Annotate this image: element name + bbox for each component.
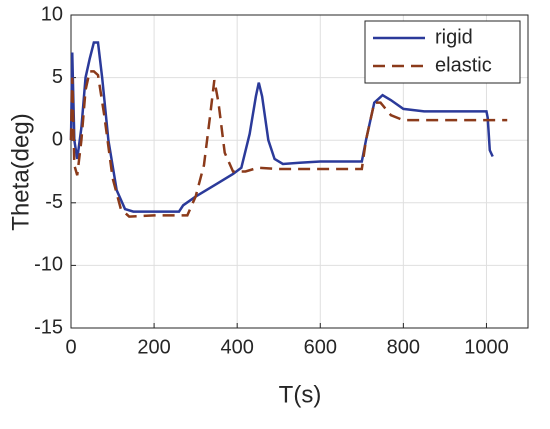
y-axis-label: Theta(deg) xyxy=(7,113,34,230)
plot-frame xyxy=(70,14,529,329)
y-tick-label: -5 xyxy=(45,191,63,213)
y-tick-label: 10 xyxy=(41,3,63,25)
legend-label: elastic xyxy=(435,54,492,76)
legend: rigid elastic xyxy=(364,20,521,84)
x-tick-label: 0 xyxy=(65,336,76,358)
y-tick-label: 0 xyxy=(52,128,63,150)
x-tick-label: 400 xyxy=(220,336,253,358)
x-axis-label: T(s) xyxy=(279,381,322,408)
legend-label: rigid xyxy=(435,26,473,48)
line-series xyxy=(69,70,508,218)
x-tick-label: 200 xyxy=(137,336,170,358)
y-tick-label: 5 xyxy=(52,66,63,88)
x-tick-label: 600 xyxy=(304,336,337,358)
y-tick-label: -15 xyxy=(34,316,63,338)
line-series xyxy=(69,41,494,213)
x-tick-label: 800 xyxy=(387,336,420,358)
legend-box xyxy=(364,20,521,84)
y-tick-label: -10 xyxy=(34,254,63,276)
x-tick-label: 1000 xyxy=(464,336,509,358)
